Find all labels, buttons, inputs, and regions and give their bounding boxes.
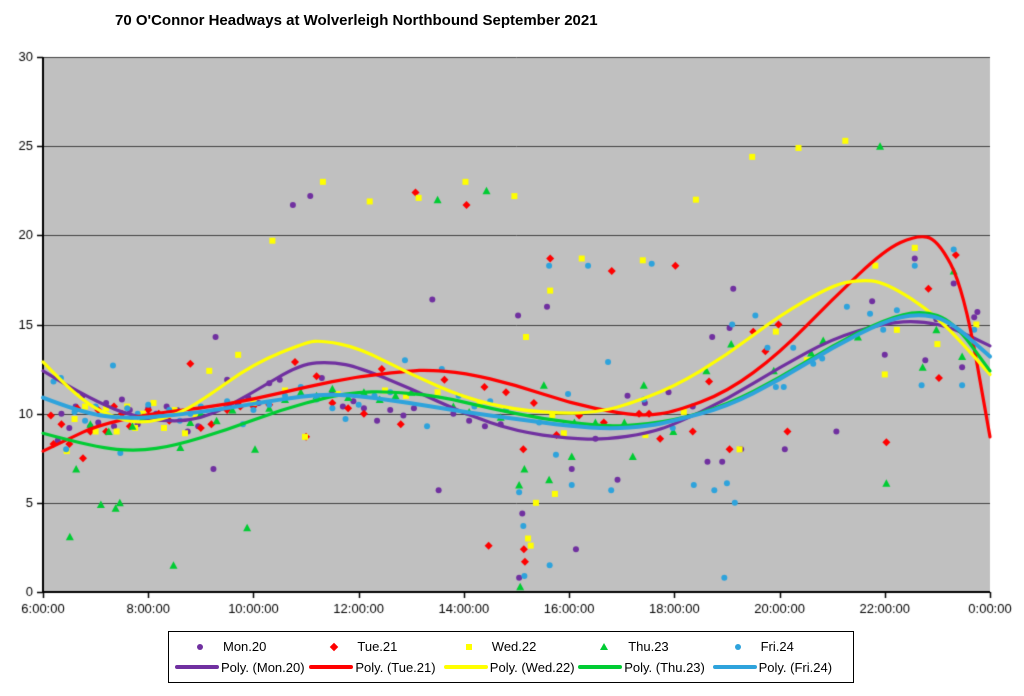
legend-item-wed-22: Wed.22 bbox=[444, 639, 578, 654]
legend-label: Poly. (Fri.24) bbox=[758, 659, 833, 675]
legend-label: Poly. (Mon.20) bbox=[221, 659, 305, 675]
trendline-sample-icon bbox=[309, 665, 354, 670]
diamond-marker-icon bbox=[330, 642, 339, 652]
legend-item-mon-20: Mon.20 bbox=[175, 639, 309, 654]
legend-label: Tue.21 bbox=[357, 639, 398, 655]
chart-legend: Mon.20 Tue.21 Wed.22 Thu.23 Fri.24 Poly. (Mo… bbox=[168, 631, 854, 683]
trendline-sample-icon bbox=[175, 665, 219, 670]
legend-item-poly-wed-22: Poly. (Wed.22) bbox=[443, 659, 578, 675]
triangle-marker-icon bbox=[600, 643, 609, 651]
legend-label: Poly. (Tue.21) bbox=[355, 659, 436, 675]
circle-marker-icon bbox=[734, 643, 741, 650]
legend-label: Wed.22 bbox=[491, 639, 537, 655]
legend-label: Thu.23 bbox=[628, 639, 669, 655]
trendline-sample-icon bbox=[443, 665, 488, 670]
legend-item-tue-21: Tue.21 bbox=[309, 639, 443, 654]
trendline-sample-icon bbox=[712, 665, 757, 670]
legend-item-poly-fri-24: Poly. (Fri.24) bbox=[712, 659, 847, 675]
trendline-sample-icon bbox=[578, 665, 623, 670]
legend-label: Mon.20 bbox=[223, 639, 267, 655]
legend-item-poly-thu-23: Poly. (Thu.23) bbox=[578, 660, 712, 675]
legend-label: Poly. (Wed.22) bbox=[489, 659, 575, 675]
legend-label: Poly. (Thu.23) bbox=[624, 659, 705, 675]
legend-item-fri-24: Fri.24 bbox=[713, 639, 847, 654]
legend-item-poly-tue-21: Poly. (Tue.21) bbox=[309, 660, 443, 675]
legend-label: Fri.24 bbox=[760, 639, 794, 655]
legend-item-poly-mon-20: Poly. (Mon.20) bbox=[175, 660, 309, 675]
square-marker-icon bbox=[465, 643, 472, 650]
legend-row-markers: Mon.20 Tue.21 Wed.22 Thu.23 Fri.24 bbox=[175, 639, 847, 654]
legend-row-trendlines: Poly. (Mon.20) Poly. (Tue.21) Poly. (Wed.2… bbox=[175, 660, 847, 675]
legend-item-thu-23: Thu.23 bbox=[578, 639, 712, 654]
circle-marker-icon bbox=[197, 643, 203, 650]
